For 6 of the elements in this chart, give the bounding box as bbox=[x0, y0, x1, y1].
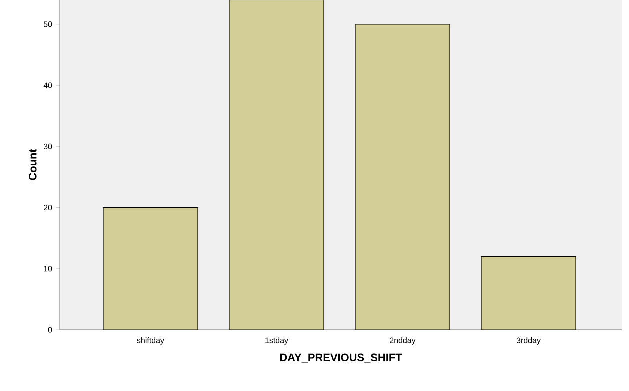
y-axis-title: Count bbox=[29, 149, 37, 180]
bar bbox=[229, 0, 324, 330]
bar bbox=[481, 256, 576, 330]
bar bbox=[103, 207, 198, 330]
bar bbox=[355, 24, 450, 330]
x-axis-title: DAY_PREVIOUS_SHIFT bbox=[280, 354, 402, 363]
